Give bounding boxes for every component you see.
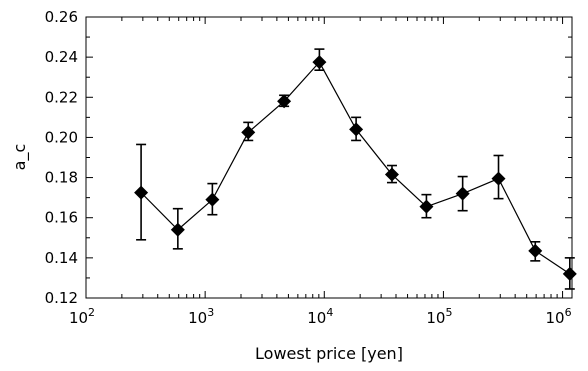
data-point-marker (419, 199, 434, 214)
data-point-marker (312, 55, 327, 70)
x-tick-label: 102 (69, 306, 95, 327)
y-tick-label: 0.26 (45, 8, 78, 26)
data-point-marker (562, 266, 577, 281)
data-point-marker (384, 167, 399, 182)
data-point-marker (528, 243, 543, 258)
y-tick-label: 0.16 (45, 209, 78, 227)
y-axis-ticks: 0.12 0.14 0.16 0.18 0.20 0.22 0.24 0.26 (45, 8, 572, 307)
series-line (140, 61, 571, 275)
y-tick-label: 0.14 (45, 249, 78, 267)
x-tick-label: 105 (426, 306, 452, 327)
x-axis-ticks: 102 103 104 105 106 (69, 17, 572, 327)
y-tick-label: 0.20 (45, 128, 78, 146)
y-tick-label: 0.24 (45, 48, 78, 66)
x-axis-label: Lowest price [yen] (255, 344, 403, 363)
data-point-marker (241, 125, 256, 140)
data-point-marker (134, 185, 149, 200)
data-point-marker (170, 222, 185, 237)
data-point-marker (455, 186, 470, 201)
data-point-marker (277, 94, 292, 109)
y-tick-label: 0.12 (45, 289, 78, 307)
data-point-marker (349, 122, 364, 137)
x-tick-label: 103 (188, 306, 214, 327)
y-axis-label: a_c (10, 144, 30, 171)
data-series (134, 48, 577, 290)
data-point-marker (491, 171, 506, 186)
y-tick-label: 0.18 (45, 169, 78, 187)
x-tick-label: 106 (546, 306, 572, 327)
data-point-marker (205, 192, 220, 207)
y-tick-label: 0.22 (45, 88, 78, 106)
x-tick-label: 104 (307, 306, 333, 327)
